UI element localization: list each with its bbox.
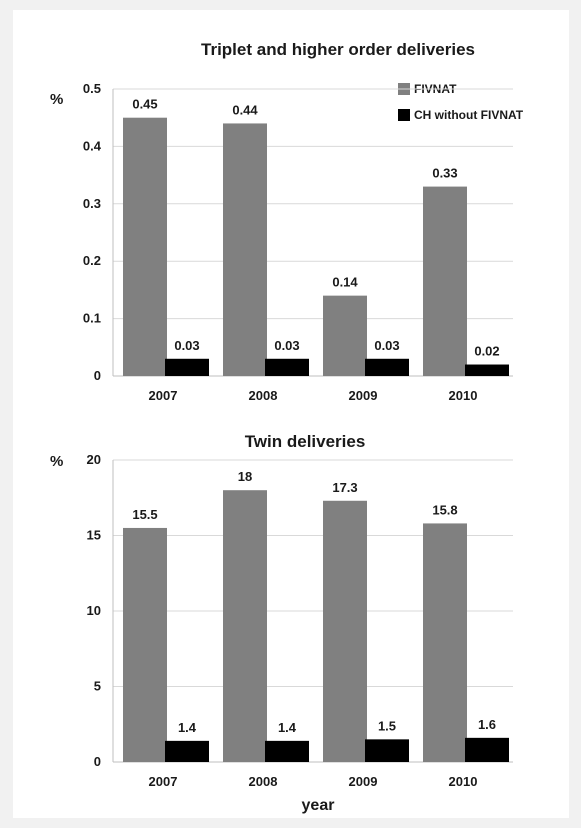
y-tick-label: 0	[94, 754, 101, 769]
bar-fivnat-2007	[123, 527, 167, 762]
data-label: 1.6	[478, 717, 496, 732]
bar-ch-2009	[365, 358, 409, 376]
chart2-title: Twin deliveries	[245, 432, 366, 451]
data-label: 0.03	[374, 338, 399, 353]
data-label: 0.03	[174, 338, 199, 353]
data-label: 15.5	[132, 507, 157, 522]
bar-fivnat-2008	[223, 490, 267, 762]
x-tick-label: 2008	[249, 388, 278, 403]
y-tick-label: 5	[94, 679, 101, 694]
chart1-legend: FIVNAT CH without FIVNAT	[398, 82, 524, 122]
data-label: 1.4	[178, 720, 197, 735]
y-tick-label: 0.4	[83, 138, 102, 153]
y-tick-label: 15	[87, 528, 101, 543]
chart2-x-axis-title: year	[302, 797, 335, 814]
x-tick-label: 2009	[349, 774, 378, 789]
data-label: 0.44	[232, 102, 258, 117]
data-label: 17.3	[332, 480, 357, 495]
bar-fivnat-2009	[323, 500, 367, 762]
bar-ch-2007	[165, 358, 209, 376]
y-tick-label: 0.1	[83, 311, 101, 326]
data-label: 0.45	[132, 97, 157, 112]
data-label: 18	[238, 469, 252, 484]
data-label: 0.02	[474, 344, 499, 359]
y-tick-label: 0.2	[83, 253, 101, 268]
x-tick-label: 2008	[249, 774, 278, 789]
figure-panel	[13, 10, 569, 818]
y-tick-label: 0.3	[83, 196, 101, 211]
data-label: 0.33	[432, 166, 457, 181]
y-tick-label: 0	[94, 368, 101, 383]
y-tick-label: 0.5	[83, 81, 101, 96]
bar-ch-2008	[265, 740, 309, 762]
data-label: 1.4	[278, 720, 297, 735]
bar-fivnat-2009	[323, 295, 367, 376]
data-label: 0.03	[274, 338, 299, 353]
bar-ch-2007	[165, 740, 209, 762]
bar-fivnat-2010	[423, 186, 467, 376]
x-tick-label: 2007	[149, 774, 178, 789]
bar-ch-2009	[365, 739, 409, 762]
data-label: 15.8	[432, 502, 457, 517]
data-label: 0.14	[332, 275, 358, 290]
y-tick-label: 10	[87, 603, 101, 618]
x-tick-label: 2009	[349, 388, 378, 403]
bar-ch-2008	[265, 358, 309, 376]
bar-ch-2010	[465, 364, 509, 376]
x-tick-label: 2010	[449, 774, 478, 789]
data-label: 1.5	[378, 718, 396, 733]
chart1-plot: 0 0.1 0.2 0.3 0.4 0.5 0.45 0.03 2007 0.44 0.03 2008…	[83, 81, 513, 403]
bar-fivnat-2010	[423, 523, 467, 762]
chart2-plot: 0 5 10 15 20 15.5 1.4 2007 18 1.4 2008 17.3 1.5 2009 1…	[87, 452, 513, 789]
chart1-title: Triplet and higher order deliveries	[201, 40, 475, 59]
x-tick-label: 2007	[149, 388, 178, 403]
bar-fivnat-2008	[223, 123, 267, 376]
chart2-unit-label: %	[50, 453, 63, 470]
x-tick-label: 2010	[449, 388, 478, 403]
legend-swatch-ch	[398, 109, 410, 121]
y-tick-label: 20	[87, 452, 101, 467]
bar-ch-2010	[465, 737, 509, 762]
chart1-unit-label: %	[50, 91, 63, 108]
legend-label-ch: CH without FIVNAT	[414, 108, 524, 122]
bar-fivnat-2007	[123, 117, 167, 376]
